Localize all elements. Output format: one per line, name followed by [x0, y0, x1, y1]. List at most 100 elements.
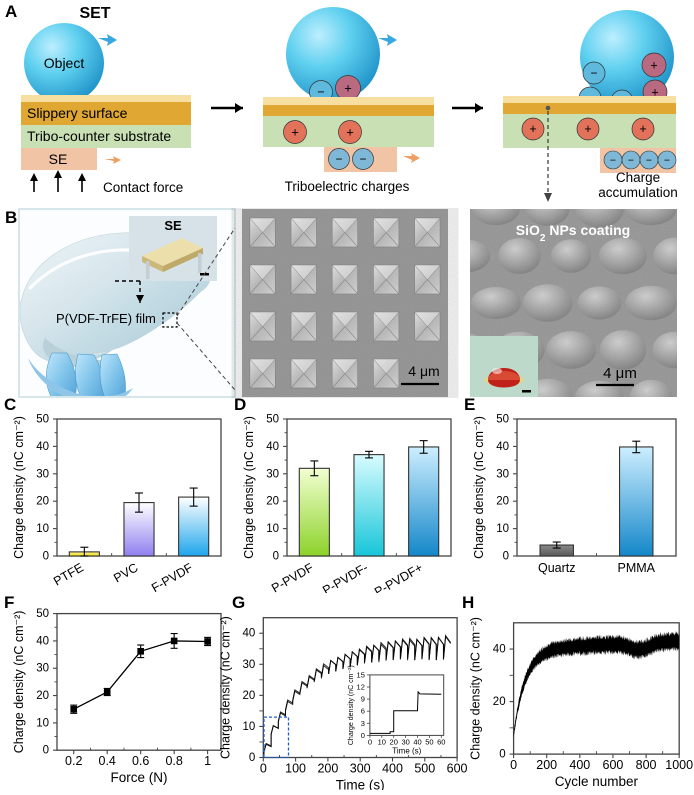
svg-text:P-PVDF-: P-PVDF-	[320, 560, 370, 593]
svg-text:0.6: 0.6	[132, 754, 149, 768]
svg-text:P-PVDF+: P-PVDF+	[372, 560, 425, 593]
svg-text:Charge density (nC cm⁻²): Charge density (nC cm⁻²)	[348, 665, 355, 745]
svg-text:10: 10	[243, 721, 256, 733]
svg-text:20: 20	[36, 496, 49, 508]
svg-text:−: −	[664, 155, 670, 167]
svg-text:30: 30	[36, 468, 49, 480]
svg-text:1: 1	[204, 754, 211, 768]
svg-text:D: D	[234, 398, 246, 414]
svg-text:Time (s): Time (s)	[392, 746, 421, 755]
svg-text:E: E	[464, 398, 475, 414]
svg-text:G: G	[232, 593, 245, 612]
svg-text:30: 30	[401, 737, 409, 746]
svg-text:0: 0	[43, 745, 49, 757]
svg-text:4 μm: 4 μm	[408, 363, 439, 379]
svg-text:50: 50	[425, 737, 433, 746]
svg-text:−: −	[317, 85, 324, 99]
svg-text:50: 50	[266, 414, 279, 426]
svg-text:Time (s): Time (s)	[336, 778, 385, 791]
svg-text:40: 40	[493, 644, 506, 656]
svg-text:0: 0	[510, 758, 517, 772]
svg-text:C: C	[4, 398, 16, 414]
svg-text:300: 300	[350, 762, 371, 776]
svg-text:1000: 1000	[665, 758, 693, 772]
svg-text:Charge density (nC cm⁻²): Charge density (nC cm⁻²)	[218, 616, 232, 759]
svg-text:+: +	[291, 125, 299, 140]
svg-text:500: 500	[414, 762, 435, 776]
svg-text:10: 10	[36, 523, 49, 535]
svg-text:SE: SE	[49, 151, 68, 167]
svg-text:A: A	[5, 2, 17, 21]
svg-text:−: −	[646, 155, 652, 167]
svg-text:40: 40	[36, 441, 49, 453]
svg-text:F-PVDF: F-PVDF	[149, 560, 195, 593]
svg-text:accumulation: accumulation	[598, 185, 678, 200]
svg-text:600: 600	[603, 758, 624, 772]
svg-text:12: 12	[357, 683, 365, 692]
svg-text:P(VDF-TrFE) film: P(VDF-TrFE) film	[56, 311, 156, 326]
svg-text:Charge density (nC cm⁻²): Charge density (nC cm⁻²)	[12, 416, 26, 559]
svg-text:40: 40	[36, 635, 49, 647]
svg-text:600: 600	[447, 762, 468, 776]
svg-text:20: 20	[243, 690, 256, 702]
svg-text:20: 20	[390, 737, 398, 746]
svg-text:Object: Object	[44, 55, 85, 71]
svg-text:30: 30	[243, 659, 256, 671]
svg-text:30: 30	[36, 663, 49, 675]
svg-text:0: 0	[43, 551, 49, 563]
svg-text:40: 40	[496, 441, 509, 453]
svg-text:Triboelectric charges: Triboelectric charges	[285, 179, 410, 194]
svg-text:Tribo-counter substrate: Tribo-counter substrate	[27, 128, 171, 144]
svg-text:F: F	[4, 593, 14, 612]
svg-text:50: 50	[496, 414, 509, 426]
svg-text:0.4: 0.4	[99, 754, 116, 768]
svg-text:Charge density (nC cm⁻²): Charge density (nC cm⁻²)	[472, 416, 486, 559]
svg-text:6: 6	[361, 707, 365, 716]
svg-text:50: 50	[36, 414, 49, 426]
svg-text:200: 200	[317, 762, 338, 776]
svg-text:40: 40	[243, 628, 256, 640]
svg-text:10: 10	[378, 737, 386, 746]
svg-text:0: 0	[499, 749, 505, 761]
svg-text:3: 3	[361, 719, 365, 728]
svg-text:Slippery surface: Slippery surface	[27, 105, 128, 121]
svg-text:−: −	[628, 155, 634, 167]
svg-text:30: 30	[496, 468, 509, 480]
svg-text:+: +	[346, 125, 354, 140]
svg-text:+: +	[639, 122, 646, 136]
svg-text:10: 10	[36, 717, 49, 729]
svg-text:Quartz: Quartz	[538, 561, 576, 575]
svg-text:H: H	[462, 593, 474, 612]
svg-text:−: −	[610, 155, 616, 167]
svg-text:40: 40	[413, 737, 421, 746]
svg-text:20: 20	[496, 496, 509, 508]
svg-text:+: +	[584, 122, 591, 136]
svg-text:Charge: Charge	[616, 170, 660, 185]
svg-text:9: 9	[361, 695, 365, 704]
svg-text:20: 20	[493, 696, 506, 708]
svg-text:Charge density (nC cm⁻²): Charge density (nC cm⁻²)	[469, 617, 483, 760]
svg-text:4 μm: 4 μm	[603, 365, 637, 382]
svg-text:0: 0	[273, 551, 279, 563]
svg-text:PTFE: PTFE	[51, 560, 86, 588]
svg-text:Charge density (nC cm⁻²): Charge density (nC cm⁻²)	[12, 611, 26, 754]
svg-text:50: 50	[36, 608, 49, 620]
svg-text:30: 30	[266, 468, 279, 480]
svg-text:+: +	[650, 59, 657, 73]
svg-text:100: 100	[285, 762, 306, 776]
svg-text:200: 200	[536, 758, 557, 772]
svg-text:+: +	[529, 122, 536, 136]
svg-text:20: 20	[266, 496, 279, 508]
svg-text:Charge density (nC cm⁻²): Charge density (nC cm⁻²)	[242, 416, 256, 559]
svg-text:−: −	[359, 152, 366, 166]
svg-text:Contact force: Contact force	[103, 180, 183, 195]
svg-text:60: 60	[437, 737, 445, 746]
svg-text:Cycle number: Cycle number	[555, 774, 639, 789]
svg-text:800: 800	[636, 758, 657, 772]
svg-text:PVC: PVC	[111, 560, 140, 585]
svg-text:SE: SE	[164, 218, 182, 233]
svg-text:PMMA: PMMA	[618, 561, 656, 575]
svg-text:15: 15	[357, 670, 365, 679]
svg-text:Force (N): Force (N)	[111, 770, 168, 785]
svg-text:0: 0	[368, 737, 372, 746]
